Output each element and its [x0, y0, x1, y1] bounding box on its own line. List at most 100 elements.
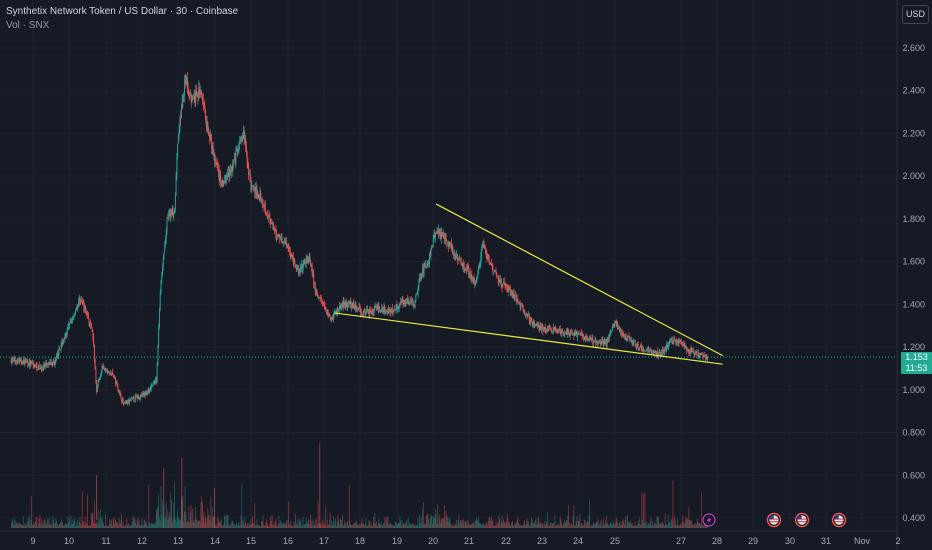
volume-bar [574, 525, 576, 528]
lower-trendline[interactable] [334, 312, 723, 365]
candle-body [255, 187, 256, 193]
volume-bar [220, 519, 222, 528]
volume-bar [196, 519, 197, 528]
candle-body [467, 266, 469, 269]
candle-body [133, 397, 135, 401]
currency-button[interactable]: USD [902, 5, 929, 24]
volume-bar [227, 515, 228, 528]
volume-bar [640, 524, 642, 528]
volume-bar [512, 521, 514, 528]
upper-trendline[interactable] [435, 203, 723, 357]
candle-body [601, 339, 603, 342]
candle-body [472, 280, 473, 282]
candle-body [491, 264, 493, 266]
candle-body [449, 242, 451, 244]
candle-body [253, 188, 255, 190]
candle-body [544, 326, 546, 329]
candle-body [664, 348, 666, 353]
candle-body [616, 322, 618, 326]
candle-body [255, 187, 257, 195]
candle-body [78, 297, 80, 303]
candle-body [480, 256, 482, 264]
candle-body [695, 351, 697, 353]
volume-bar [196, 520, 198, 528]
candle-body [137, 395, 138, 399]
candle-body [487, 254, 489, 259]
candle-body [692, 351, 694, 353]
candle-body [703, 355, 705, 357]
volume-bar [692, 525, 694, 528]
candle-body [661, 352, 663, 356]
volume-bar [284, 522, 286, 528]
volume-bar [199, 522, 201, 528]
candle-body [298, 272, 300, 274]
candle-body [304, 260, 306, 264]
volume-bar [317, 501, 319, 528]
candle-body [706, 356, 708, 360]
volume-bar [145, 522, 147, 528]
volume-bar [501, 515, 503, 528]
candle-body [155, 377, 157, 382]
candle-body [56, 353, 58, 355]
candle-body [635, 344, 637, 347]
symbol-title[interactable]: Synthetix Network Token / US Dollar · 30… [6, 6, 239, 17]
candle-body [393, 309, 395, 313]
candle-body [677, 340, 679, 345]
volume-bar [437, 504, 439, 528]
volume-bar [589, 499, 591, 528]
volume-bar [297, 519, 299, 528]
candle-body [519, 303, 521, 308]
volume-bar [645, 522, 647, 528]
candle-body [233, 158, 235, 160]
x-tick-label: 29 [748, 536, 758, 546]
x-tick-label: 19 [392, 536, 402, 546]
volume-bar [339, 519, 341, 528]
candle-body [385, 310, 387, 312]
volume-bar [642, 519, 644, 528]
volume-bar [451, 525, 453, 528]
volume-bar [271, 515, 273, 528]
volume-bar [130, 525, 132, 528]
candle-body [177, 136, 179, 144]
volume-bar [363, 523, 365, 528]
volume-bar [255, 525, 257, 528]
volume-bar [30, 519, 32, 528]
candle-body [152, 385, 154, 387]
candle-body [438, 229, 440, 233]
candle-body [217, 164, 219, 169]
volume-bar [106, 525, 107, 528]
volume-bar [475, 517, 477, 528]
candle-body [140, 395, 141, 399]
volume-bar [44, 519, 46, 528]
volume-bar [27, 521, 29, 528]
volume-bar [66, 524, 68, 528]
volume-bar [239, 525, 241, 528]
volume-bar [524, 524, 526, 528]
candle-body [397, 307, 399, 309]
volume-bar [576, 516, 578, 528]
candle-body [525, 312, 526, 315]
candle-body [137, 396, 139, 399]
candle-body [242, 136, 244, 141]
candle-body [217, 168, 219, 172]
volume-bar [107, 525, 109, 528]
volume-bar [276, 524, 278, 528]
volume-bar [354, 523, 355, 528]
candle-body [496, 273, 498, 277]
volume-bar [532, 522, 534, 528]
volume-bar [660, 524, 662, 528]
volume-bar [363, 525, 365, 528]
volume-bar [453, 525, 455, 528]
volume-indicator-label[interactable]: Vol · SNX [6, 20, 50, 31]
candle-body [202, 97, 204, 101]
candle-body [410, 300, 411, 303]
candle-body [115, 377, 117, 385]
candle-body [332, 315, 334, 320]
candle-body [75, 308, 77, 311]
volume-bar [279, 520, 281, 528]
volume-bar [581, 523, 583, 528]
candle-body [48, 363, 50, 365]
volume-bar [283, 524, 285, 528]
volume-bar [537, 522, 538, 528]
